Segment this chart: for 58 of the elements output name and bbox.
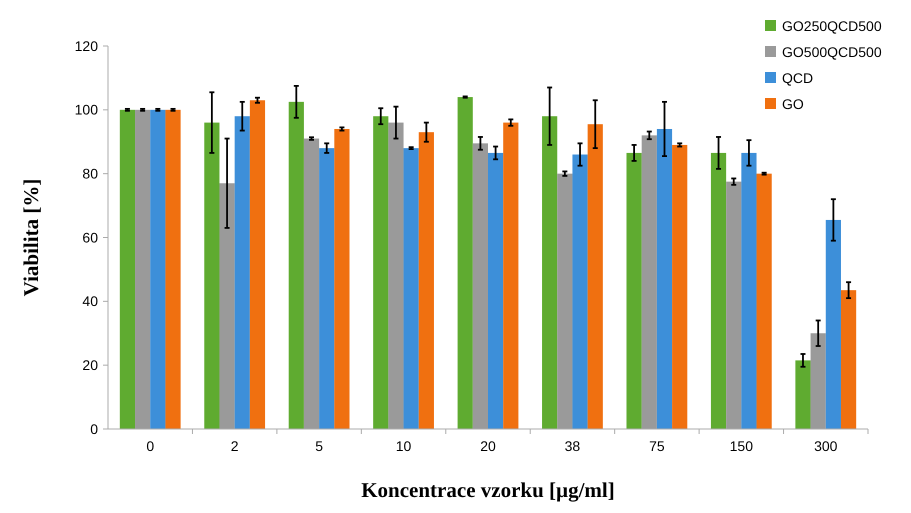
bar — [741, 152, 757, 429]
bar — [472, 143, 488, 429]
x-tick-label: 10 — [396, 438, 412, 454]
bar — [642, 135, 657, 429]
legend-label: GO500QCD500 — [782, 44, 882, 60]
bar — [756, 174, 772, 429]
bar — [656, 128, 672, 429]
bar — [503, 122, 518, 429]
bar — [204, 122, 220, 429]
bar — [488, 152, 504, 429]
bar — [626, 152, 642, 429]
bar — [165, 110, 181, 429]
bar — [120, 110, 136, 429]
x-tick-label: 150 — [730, 438, 754, 454]
legend-label: GO — [782, 96, 804, 112]
y-tick-label: 40 — [82, 293, 98, 310]
x-tick-label: 300 — [814, 438, 838, 454]
bar — [304, 138, 320, 429]
bar — [795, 360, 811, 429]
x-axis-title: Koncentrace vzorku [µg/ml] — [361, 478, 615, 502]
y-tick-label: 120 — [74, 38, 98, 54]
x-tick-label: 20 — [480, 438, 496, 454]
bar — [572, 154, 588, 429]
bar — [388, 122, 404, 429]
y-tick-label: 100 — [74, 102, 98, 118]
x-tick-label: 5 — [315, 438, 324, 454]
y-tick-label: 20 — [82, 357, 98, 374]
bar — [288, 102, 304, 429]
y-tick-label: 80 — [82, 166, 98, 182]
bar — [557, 174, 572, 429]
x-tick-label: 2 — [230, 438, 239, 454]
bar — [250, 100, 266, 429]
bar — [404, 148, 419, 429]
y-tick-label: 60 — [82, 229, 98, 246]
y-axis-title: Viabilita [%] — [19, 178, 43, 296]
bar — [458, 97, 473, 429]
bar — [150, 110, 166, 429]
x-tick-label: 38 — [564, 438, 580, 454]
y-tick-label: 0 — [90, 420, 98, 437]
bar — [234, 116, 250, 429]
bar — [588, 124, 603, 429]
legend-label: GO250QCD500 — [782, 18, 882, 34]
bar — [319, 148, 334, 429]
bar — [373, 116, 388, 429]
x-tick-label: 75 — [649, 438, 665, 454]
bar — [710, 152, 726, 429]
x-tick-label: 0 — [146, 438, 154, 454]
legend-label: QCD — [782, 70, 814, 86]
bar — [826, 220, 841, 429]
bar — [542, 116, 558, 429]
bar — [810, 333, 826, 429]
bar — [219, 183, 235, 429]
bar — [840, 290, 856, 429]
bar — [334, 128, 350, 429]
bar — [418, 132, 434, 429]
bar — [672, 144, 688, 429]
bar — [135, 110, 150, 429]
bar — [726, 182, 742, 429]
